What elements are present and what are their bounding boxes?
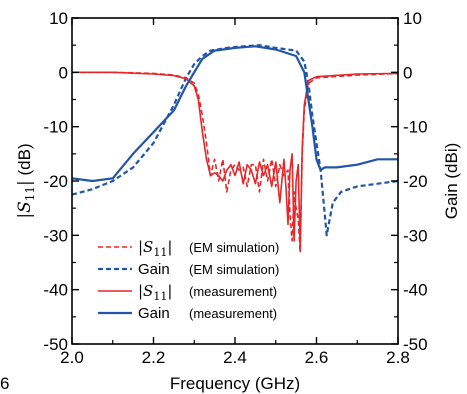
- y-left-tick-label: 10: [49, 9, 68, 28]
- series-layer: [71, 44, 399, 253]
- series-line-1: [72, 71, 399, 253]
- legend-label: Gain: [138, 261, 170, 278]
- y-left-tick-label: -10: [43, 118, 68, 137]
- y-left-tick-label: -40: [43, 281, 68, 300]
- y-right-tick-label: -40: [403, 281, 428, 300]
- legend-label: |S11|: [138, 238, 172, 259]
- legend-label: |S11|: [138, 282, 172, 303]
- y-right-tick-label: -20: [403, 172, 428, 191]
- y-right-tick-label: 0: [403, 63, 412, 82]
- corner-text-fragment: 6: [0, 374, 9, 393]
- x-axis-title: Frequency (GHz): [170, 374, 300, 393]
- legend-label: Gain: [138, 305, 170, 322]
- legend-note: (EM simulation): [189, 240, 279, 255]
- legend-note: (EM simulation): [189, 262, 279, 277]
- x-tick-label: 2.4: [223, 348, 247, 367]
- x-tick-label: 2.0: [60, 348, 84, 367]
- y-left-tick-label: -30: [43, 226, 68, 245]
- y-right-tick-label: -50: [403, 335, 428, 354]
- ticks-layer: 2.0 2.2 2.4 2.6 2.8 10 0 -10 -20 -30 -40 -50 10 0 -10 -…: [43, 9, 427, 367]
- x-tick-label: 2.8: [386, 348, 410, 367]
- x-tick-label: 2.2: [142, 348, 166, 367]
- y-left-tick-label: -50: [43, 335, 68, 354]
- x-tick-label: 2.6: [305, 348, 329, 367]
- legend-note: (measurement): [189, 306, 277, 321]
- y-axis-right-title: Gain (dBi): [442, 143, 461, 220]
- y-left-tick-label: -20: [43, 172, 68, 191]
- y-right-tick-label: -30: [403, 226, 428, 245]
- series-line-2: [71, 44, 399, 237]
- legend: |S11| (EM simulation) Gain (EM simulation) |…: [98, 238, 279, 322]
- y-right-tick-label: -10: [403, 118, 428, 137]
- y-axis-left-title: |S11| (dB): [15, 143, 37, 218]
- series-line-4: [71, 45, 398, 183]
- y-right-tick-label: 10: [403, 9, 422, 28]
- legend-note: (measurement): [189, 284, 277, 299]
- y-left-tick-label: 0: [59, 63, 68, 82]
- series-line-3: [72, 71, 399, 253]
